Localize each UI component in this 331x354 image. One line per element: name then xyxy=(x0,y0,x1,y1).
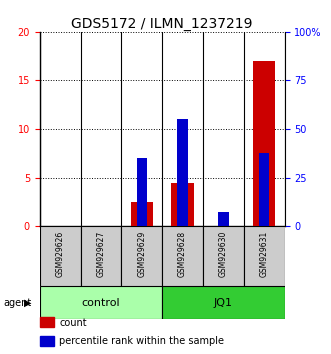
Bar xyxy=(177,119,188,226)
Bar xyxy=(162,226,203,286)
Text: JQ1: JQ1 xyxy=(214,298,233,308)
Text: GSM929631: GSM929631 xyxy=(260,231,269,277)
Bar xyxy=(203,226,244,286)
Text: GSM929628: GSM929628 xyxy=(178,231,187,277)
Bar xyxy=(40,226,80,286)
Bar xyxy=(171,183,194,226)
Bar xyxy=(162,286,285,319)
Bar xyxy=(259,153,269,226)
Text: GSM929630: GSM929630 xyxy=(219,231,228,277)
Bar xyxy=(121,226,162,286)
Text: count: count xyxy=(59,318,87,327)
Bar xyxy=(253,61,275,226)
Bar xyxy=(244,226,285,286)
Text: control: control xyxy=(82,298,120,308)
Text: percentile rank within the sample: percentile rank within the sample xyxy=(59,336,224,346)
Bar xyxy=(40,336,54,346)
Text: ▶: ▶ xyxy=(24,298,31,308)
Bar xyxy=(218,211,228,226)
Title: GDS5172 / ILMN_1237219: GDS5172 / ILMN_1237219 xyxy=(71,17,253,31)
Bar xyxy=(40,286,162,319)
Bar xyxy=(137,158,147,226)
Bar xyxy=(80,226,121,286)
Text: GSM929626: GSM929626 xyxy=(56,231,65,277)
Bar xyxy=(40,318,54,327)
Text: agent: agent xyxy=(3,298,31,308)
Text: GSM929627: GSM929627 xyxy=(96,231,106,277)
Bar xyxy=(130,202,153,226)
Text: GSM929629: GSM929629 xyxy=(137,231,146,277)
